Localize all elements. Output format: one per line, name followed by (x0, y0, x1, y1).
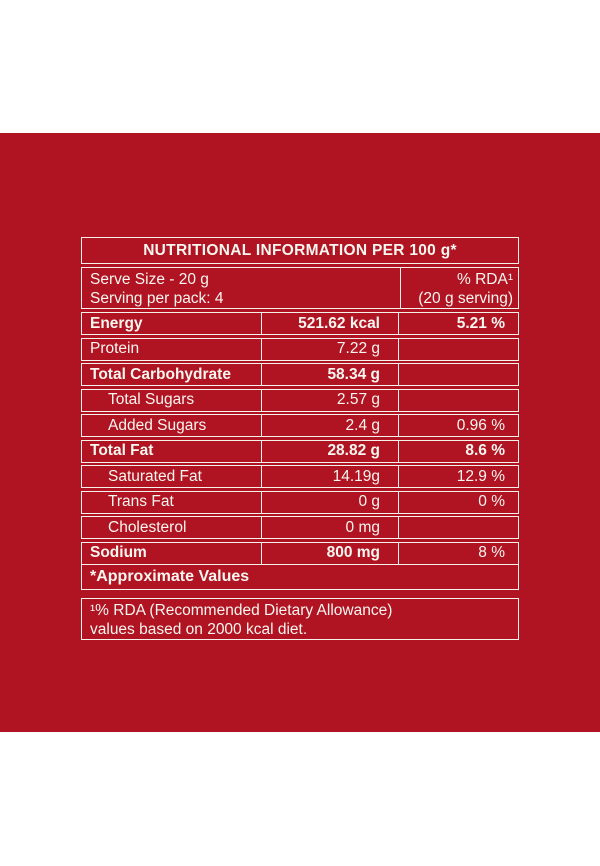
nutrient-value: 0 mg (262, 517, 399, 538)
nutrition-label: NUTRITIONAL INFORMATION PER 100 g* Serve… (81, 237, 519, 640)
nutrient-value: 58.34 g (262, 364, 399, 385)
nutrient-name: Added Sugars (82, 415, 262, 436)
nutrient-row-sodium: Sodium 800 mg 8 % (81, 541, 519, 565)
rda-footnote-line2: values based on 2000 kcal diet. (90, 621, 308, 638)
nutrient-value: 7.22 g (262, 338, 399, 360)
red-background-panel: NUTRITIONAL INFORMATION PER 100 g* Serve… (0, 133, 600, 732)
nutrition-title-box: NUTRITIONAL INFORMATION PER 100 g* (81, 237, 519, 264)
nutrient-row-total-fat: Total Fat 28.82 g 8.6 % (81, 439, 519, 463)
nutrient-row-energy: Energy 521.62 kcal 5.21 % (81, 312, 519, 335)
nutrient-rda (399, 339, 518, 360)
rda-header-cell: % RDA¹ (20 g serving) (401, 268, 518, 308)
rda-footnote-box: ¹% RDA (Recommended Dietary Allowance) v… (81, 598, 519, 640)
nutrient-rda: 8.6 % (465, 442, 505, 459)
nutrient-rda (399, 517, 518, 538)
serving-header-row: Serve Size - 20 g Serving per pack: 4 % … (81, 267, 519, 309)
rda-footnote-line1: ¹% RDA (Recommended Dietary Allowance) (90, 602, 393, 619)
nutrient-rda (399, 364, 518, 385)
servings-per-pack-text: Serving per pack: 4 (90, 290, 224, 307)
nutrient-value: 2.57 g (262, 389, 399, 411)
nutrition-title: NUTRITIONAL INFORMATION PER 100 g* (143, 241, 457, 259)
nutrient-rda: 8 % (478, 544, 505, 561)
serving-info-cell: Serve Size - 20 g Serving per pack: 4 (82, 268, 401, 308)
nutrient-rda (399, 390, 518, 411)
nutrient-row-total-sugars: Total Sugars 2.57 g (81, 388, 519, 412)
nutrient-name: Saturated Fat (82, 466, 262, 487)
nutrient-rda: 5.21 % (456, 314, 505, 332)
nutrient-name: Total Carbohydrate (82, 364, 262, 385)
nutrient-value: 0 g (262, 491, 399, 513)
nutrient-value: 521.62 kcal (262, 313, 399, 334)
nutrient-row-total-carbohydrate: Total Carbohydrate 58.34 g (81, 363, 519, 386)
nutrient-value: 2.4 g (262, 415, 399, 436)
nutrient-value: 14.19g (262, 466, 399, 487)
serve-size-text: Serve Size - 20 g (90, 271, 209, 288)
nutrient-row-protein: Protein 7.22 g (81, 337, 519, 361)
nutrient-rows: Energy 521.62 kcal 5.21 % Protein 7.22 g Tota… (81, 312, 519, 565)
approximate-values-note: *Approximate Values (81, 564, 519, 590)
nutrient-name: Total Sugars (82, 389, 262, 411)
nutrient-row-trans-fat: Trans Fat 0 g 0 % (81, 490, 519, 514)
nutrient-value: 28.82 g (262, 440, 399, 462)
nutrient-name: Trans Fat (82, 491, 262, 513)
nutrient-name: Cholesterol (82, 517, 262, 538)
nutrient-rda: 0 % (478, 493, 505, 510)
rda-header-line2: (20 g serving) (418, 290, 513, 307)
nutrient-row-cholesterol: Cholesterol 0 mg (81, 516, 519, 539)
nutrient-name: Energy (82, 313, 262, 334)
nutrient-value: 800 mg (262, 542, 399, 564)
nutrient-row-added-sugars: Added Sugars 2.4 g 0.96 % (81, 414, 519, 437)
nutrient-name: Total Fat (82, 440, 262, 462)
rda-header-line1: % RDA¹ (457, 271, 513, 288)
nutrient-rda: 0.96 % (456, 416, 505, 434)
nutrient-name: Sodium (82, 542, 262, 564)
nutrient-name: Protein (82, 338, 262, 360)
nutrient-row-saturated-fat: Saturated Fat 14.19g 12.9 % (81, 465, 519, 488)
nutrient-rda: 12.9 % (456, 467, 505, 485)
